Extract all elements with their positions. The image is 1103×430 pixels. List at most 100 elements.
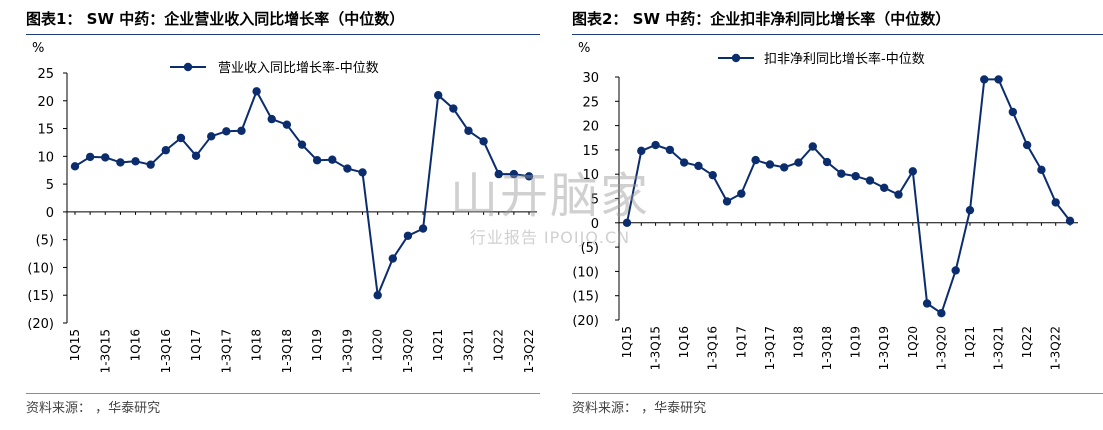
data-point — [865, 176, 875, 185]
title-rule — [26, 34, 540, 35]
footer-rule — [572, 393, 1103, 394]
data-point — [282, 120, 292, 129]
x-tick-label: 1-3Q22 — [1049, 326, 1063, 370]
y-unit-label: % — [578, 41, 590, 56]
data-point — [765, 160, 775, 169]
data-point — [85, 152, 95, 162]
title-rule — [572, 34, 1103, 35]
x-tick-label: 1Q19 — [849, 326, 863, 358]
x-tick-label: 1Q19 — [310, 329, 324, 361]
series-line — [74, 88, 530, 300]
x-tick-label: 1-3Q19 — [877, 326, 891, 370]
data-point — [509, 169, 519, 179]
x-tick-label: 1Q15 — [620, 326, 634, 358]
legend-marker — [183, 62, 193, 72]
data-point — [808, 142, 817, 151]
y-tick-label: (15) — [27, 289, 54, 304]
x-tick-label: 1Q22 — [492, 329, 506, 361]
data-point — [176, 133, 186, 143]
footer-rule — [26, 393, 540, 394]
data-point — [965, 205, 975, 215]
legend-marker — [731, 53, 741, 63]
x-tick-label: 1Q21 — [963, 326, 977, 358]
y-tick-label: (5) — [581, 241, 599, 256]
x-tick-label: 1Q16 — [677, 326, 691, 358]
data-point — [373, 291, 382, 300]
x-tick-label: 1Q21 — [431, 329, 445, 361]
data-point — [207, 132, 216, 141]
data-point — [328, 155, 337, 164]
data-point — [922, 299, 932, 308]
y-tick-label: 0 — [591, 217, 599, 232]
x-tick-label: 1-3Q15 — [649, 326, 663, 370]
y-tick-label: 15 — [37, 123, 54, 138]
data-point — [822, 157, 832, 167]
data-point — [679, 158, 689, 167]
data-point — [237, 126, 246, 135]
x-tick-label: 1Q20 — [906, 326, 920, 358]
x-tick-label: 1-3Q20 — [934, 326, 948, 370]
data-point — [267, 114, 276, 124]
x-tick-label: 1Q16 — [129, 329, 143, 361]
data-point — [146, 160, 155, 169]
data-point — [694, 161, 703, 171]
data-point — [722, 197, 732, 206]
data-point — [116, 158, 125, 167]
y-tick-label: 25 — [582, 95, 599, 110]
data-point — [1051, 198, 1060, 207]
x-tick-label: 1-3Q19 — [340, 329, 354, 373]
data-point — [494, 169, 503, 179]
y-tick-label: 20 — [37, 95, 54, 110]
data-point — [434, 91, 443, 100]
x-tick-label: 1-3Q20 — [401, 329, 415, 373]
x-tick-label: 1-3Q16 — [159, 329, 173, 373]
x-tick-label: 1-3Q15 — [98, 329, 112, 373]
y-tick-label: 10 — [582, 168, 599, 183]
chart-svg-net-profit: % 30 25 20 15 10 5 0 (5) (10) (15) (20) 1Q15 1-3Q15 1Q… — [572, 41, 1078, 370]
x-tick-label: 1-3Q17 — [219, 329, 233, 373]
data-point — [464, 126, 473, 135]
source-note: 资料来源： ，华泰研究 — [26, 401, 161, 416]
y-tick-label: (15) — [572, 290, 599, 305]
data-point — [751, 155, 760, 165]
y-unit-label: % — [32, 41, 44, 56]
data-point — [651, 140, 660, 150]
legend-label: 营业收入同比增长率-中位数 — [218, 60, 379, 76]
x-tick-label: 1-3Q22 — [522, 329, 536, 373]
chart-title: 图表2： SW 中药：企业扣非净利同比增长率（中位数） — [572, 10, 951, 28]
data-point — [1065, 216, 1075, 226]
legend-label: 扣非净利同比增长率-中位数 — [764, 51, 925, 67]
data-point — [222, 127, 231, 136]
y-tick-label: (10) — [572, 265, 599, 280]
data-point — [1037, 165, 1046, 175]
data-point — [1008, 107, 1018, 117]
chart-title: 图表1： SW 中药：企业营业收入同比增长率（中位数） — [26, 10, 405, 28]
data-point — [1022, 140, 1032, 150]
data-point — [708, 170, 717, 180]
data-point — [951, 266, 960, 275]
x-tick-label: 1Q18 — [791, 326, 805, 358]
data-point — [794, 158, 803, 167]
x-tick-label: 1-3Q18 — [280, 329, 294, 373]
x-tick-label: 1-3Q21 — [992, 326, 1006, 370]
data-point — [894, 190, 903, 199]
chart-svg-revenue: % 25 20 15 10 5 0 (5) (10) (15) (20) 1Q15 1-3Q15 1Q16… — [27, 41, 537, 373]
data-point — [101, 153, 110, 162]
x-tick-label: 1Q15 — [68, 329, 82, 361]
data-point — [418, 224, 428, 233]
x-tick-label: 1Q18 — [250, 329, 264, 361]
x-tick-label: 1Q17 — [734, 326, 748, 358]
data-point — [665, 145, 675, 155]
chart-panel-revenue: 图表1： SW 中药：企业营业收入同比增长率（中位数） % 25 20 15 10 5 0 (… — [0, 0, 540, 430]
y-tick-label: (5) — [36, 234, 54, 249]
x-tick-label: 1-3Q17 — [763, 326, 777, 370]
data-point — [343, 164, 352, 173]
data-point — [837, 169, 846, 178]
data-point — [622, 218, 632, 227]
y-tick-label: 0 — [46, 206, 54, 221]
x-tick-label: 1-3Q16 — [706, 326, 720, 370]
x-tick-label: 1Q17 — [189, 329, 203, 361]
data-point — [131, 157, 140, 166]
data-point — [297, 140, 307, 149]
data-point — [403, 231, 413, 240]
